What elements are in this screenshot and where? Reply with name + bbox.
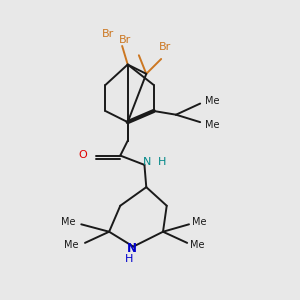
- Text: N: N: [143, 157, 151, 167]
- Text: Br: Br: [119, 35, 131, 45]
- Text: Me: Me: [205, 120, 220, 130]
- Text: Br: Br: [159, 42, 171, 52]
- Text: Me: Me: [61, 218, 76, 227]
- Text: O: O: [79, 150, 88, 160]
- Text: H: H: [158, 157, 166, 167]
- Text: H: H: [124, 254, 133, 264]
- Text: Me: Me: [192, 218, 206, 227]
- Text: Me: Me: [205, 96, 220, 106]
- Text: Me: Me: [64, 241, 79, 250]
- Text: N: N: [126, 242, 136, 255]
- Text: Br: Br: [102, 29, 115, 39]
- Text: Me: Me: [190, 241, 205, 250]
